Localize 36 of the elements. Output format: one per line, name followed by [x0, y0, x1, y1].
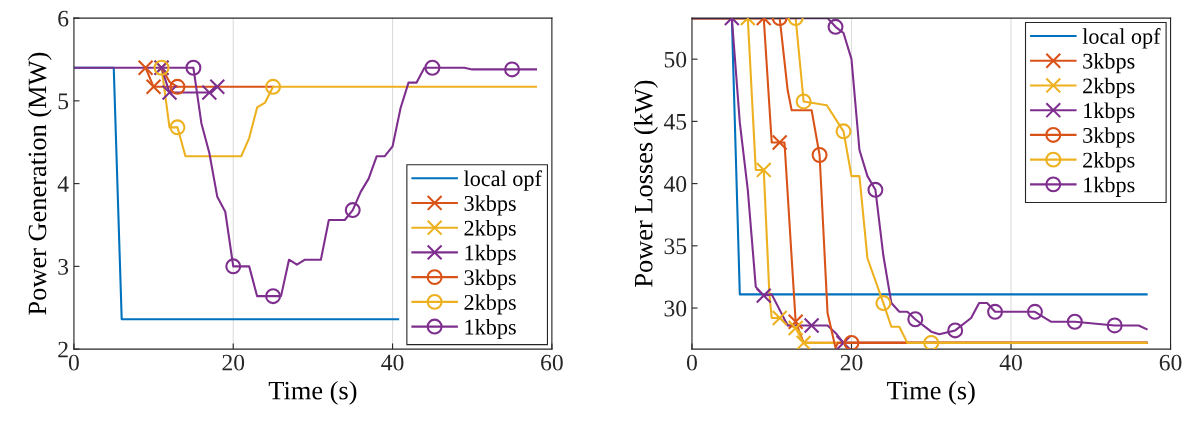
legend-label: local opf	[1082, 28, 1161, 49]
legend-label: 1kbps	[465, 244, 516, 265]
legend-label: 1kbps	[1084, 176, 1135, 197]
y-tick-label: 6	[58, 10, 69, 27]
x-tick-label: 40	[999, 354, 1022, 371]
legend-label: 1kbps	[1084, 102, 1135, 123]
legend-label: 3kbps	[464, 195, 516, 216]
y-tick-label: 2	[58, 341, 68, 358]
y-tick-label: 35	[664, 238, 687, 255]
y-tick-label: 4	[57, 176, 69, 192]
y-tick-label: 30	[664, 300, 687, 317]
x-axis-title: Time (s)	[887, 380, 975, 405]
legend-label: 2kbps	[1083, 151, 1135, 173]
legend-label: 3kbps	[1083, 127, 1135, 148]
x-axis-title: Time (s)	[268, 380, 357, 405]
y-tick-label: 50	[664, 51, 687, 68]
legend-label: 2kbps	[464, 220, 516, 241]
y-axis-title: Power Losses (kW)	[634, 80, 658, 287]
legend-label: 3kbps	[1083, 53, 1135, 74]
legend-label: local opf	[463, 170, 542, 191]
x-tick-label: 60	[1159, 354, 1182, 371]
y-tick-label: 5	[58, 93, 69, 110]
x-tick-label: 40	[381, 354, 404, 371]
x-tick-label: 20	[222, 354, 245, 371]
x-tick-label: 60	[541, 354, 563, 371]
legend-label: 2kbps	[464, 294, 516, 315]
legend-label: 3kbps	[464, 269, 516, 290]
x-tick-label: 0	[68, 354, 79, 371]
y-tick-label: 3	[58, 258, 69, 275]
x-tick-label: 0	[686, 354, 697, 371]
y-tick-label: 40	[663, 176, 687, 193]
y-axis-title: Power Generation (MW)	[27, 52, 52, 315]
x-tick-label: 20	[840, 354, 863, 371]
legend-label: 1kbps	[465, 318, 516, 340]
y-tick-label: 45	[663, 114, 687, 130]
legend-label: 2kbps	[1083, 77, 1135, 98]
